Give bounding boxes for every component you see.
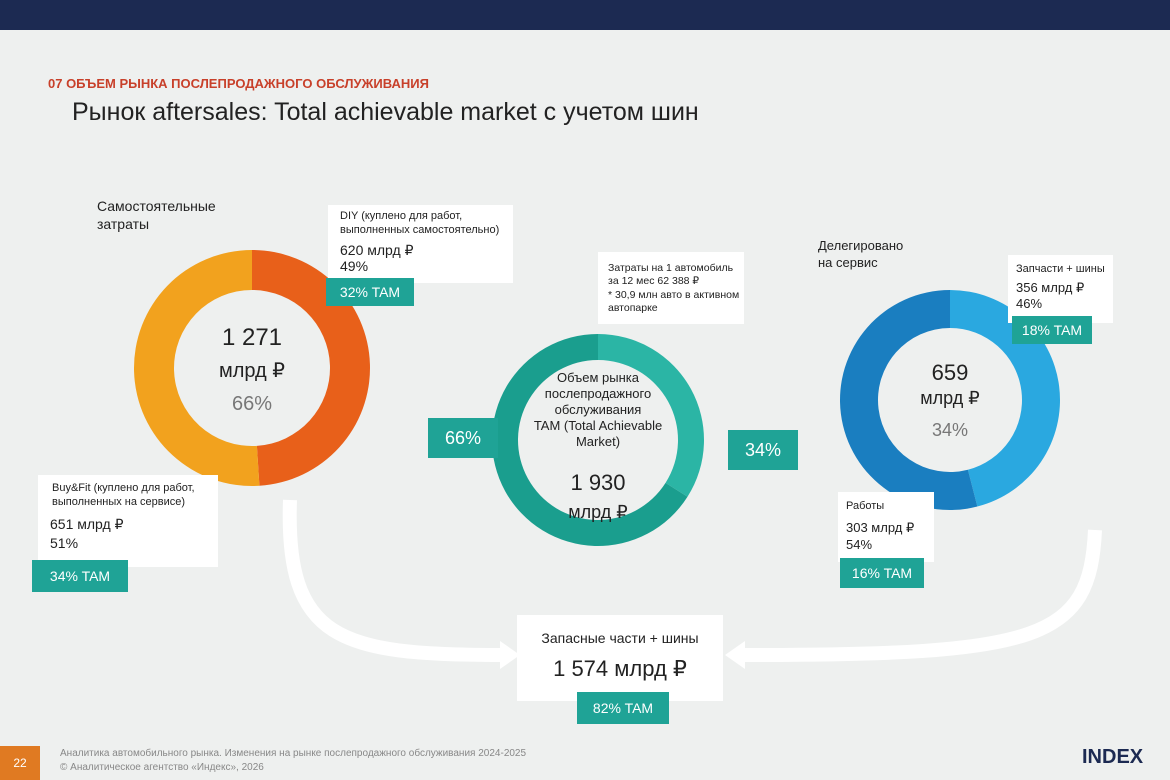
info-box xyxy=(328,205,513,283)
donut-total: 659 xyxy=(931,360,969,385)
slide: 07 ОБЪЕМ РЫНКА ПОСЛЕПРОДАЖНОГО ОБСЛУЖИВА… xyxy=(0,30,1170,780)
segment-share: 49% xyxy=(340,258,369,274)
donut-segment xyxy=(133,250,260,486)
segment-share: 46% xyxy=(1016,296,1043,311)
segment-share: 51% xyxy=(50,535,79,551)
note-box xyxy=(598,252,744,324)
donut-share: 34% xyxy=(931,420,969,440)
segment-name: Работы xyxy=(846,500,885,512)
info-box xyxy=(517,615,723,701)
parts-amount: 1 574 млрд ₽ xyxy=(553,656,687,681)
segment-share: 54% xyxy=(846,537,873,552)
segment-name: выполненных самостоятельно) xyxy=(340,224,500,236)
graphics xyxy=(133,250,1102,669)
share-tag: 66% xyxy=(428,418,498,458)
footer-source: Аналитика автомобильного рынка. Изменени… xyxy=(60,748,527,759)
slide-title: Рынок aftersales: Total achievable marke… xyxy=(72,98,699,126)
group-label: Делегировано xyxy=(818,238,904,253)
tam-tag: 32% TAM xyxy=(326,278,414,306)
segment-amount: 303 млрд ₽ xyxy=(846,520,915,535)
donut-label: TAM (Total Achievable xyxy=(533,418,663,433)
tam-tag: 18% TAM xyxy=(1012,316,1092,344)
donut-label: Market) xyxy=(575,434,621,449)
info-box xyxy=(838,492,934,562)
group-label: Самостоятельные xyxy=(97,198,216,214)
section-title: 07 ОБЪЕМ РЫНКА ПОСЛЕПРОДАЖНОГО ОБСЛУЖИВА… xyxy=(48,76,429,91)
segment-amount: 651 млрд ₽ xyxy=(50,516,124,532)
donut-total: 1 930 xyxy=(570,470,626,495)
tam-tag: 34% TAM xyxy=(32,560,128,592)
donut-label: Объем рынка xyxy=(557,370,639,385)
info-box xyxy=(38,475,218,567)
donut-segment xyxy=(598,334,704,497)
group-label: затраты xyxy=(97,216,150,232)
segment-name: выполненных на сервисе) xyxy=(52,496,186,508)
segment-name: Запчасти + шины xyxy=(1016,263,1105,275)
donut-unit: млрд ₽ xyxy=(218,360,286,382)
segment-amount: 620 млрд ₽ xyxy=(340,242,414,258)
donut-unit: млрд ₽ xyxy=(568,502,628,522)
note: за 12 мес 62 388 ₽ xyxy=(608,275,700,287)
logo: INDEX xyxy=(1082,746,1144,768)
donut-share: 66% xyxy=(231,393,273,415)
note: Затраты на 1 автомобиль xyxy=(608,262,734,274)
group-label: на сервис xyxy=(818,255,878,270)
info-box xyxy=(1008,255,1113,323)
tam-tag: 16% TAM xyxy=(840,558,924,588)
footer-copyright: © Аналитическое агентство «Индекс», 2026 xyxy=(60,762,264,773)
donut-label: обслуживания xyxy=(554,402,642,417)
segment-name: DIY (куплено для работ, xyxy=(340,210,463,222)
donut-unit: млрд ₽ xyxy=(920,388,980,408)
segment-amount: 356 млрд ₽ xyxy=(1016,280,1085,295)
page-number: 22 xyxy=(0,746,40,780)
arrow-head xyxy=(500,641,520,669)
donut-segment xyxy=(840,290,978,510)
flow-arrow xyxy=(282,499,501,662)
donut-segment xyxy=(252,250,370,486)
arrow-head xyxy=(725,641,745,669)
parts-label: Запасные части + шины xyxy=(541,630,699,646)
share-tag: 34% xyxy=(728,430,798,470)
segment-name: Buy&Fit (куплено для работ, xyxy=(52,482,195,494)
note: * 30,9 млн авто в активном xyxy=(608,289,740,301)
flow-arrow xyxy=(744,529,1102,662)
donut-label: послепродажного xyxy=(544,386,652,401)
donut-segment xyxy=(950,290,1060,507)
tam-tag: 82% TAM xyxy=(577,692,669,724)
donut-total: 1 271 xyxy=(221,324,283,351)
note: автопарке xyxy=(608,302,658,314)
